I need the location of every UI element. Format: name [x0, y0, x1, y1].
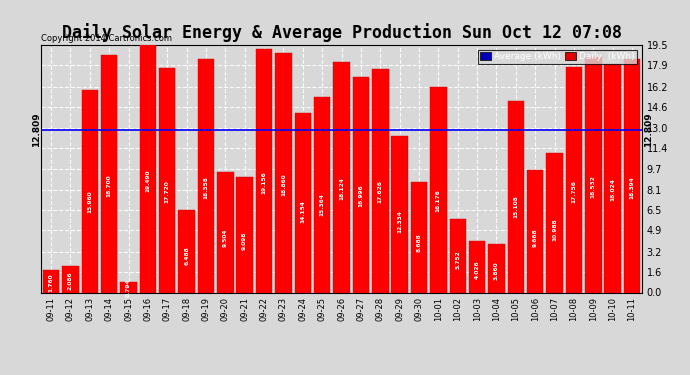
Bar: [391, 136, 408, 292]
Text: 12.809: 12.809: [644, 112, 653, 147]
Text: 18.024: 18.024: [610, 178, 615, 201]
Bar: [624, 59, 640, 292]
Text: 18.358: 18.358: [204, 176, 208, 199]
Text: 18.700: 18.700: [107, 174, 112, 197]
Text: 17.720: 17.720: [165, 180, 170, 203]
Bar: [237, 177, 253, 292]
Text: 4.026: 4.026: [475, 260, 480, 279]
Bar: [604, 64, 621, 292]
Text: 9.668: 9.668: [533, 228, 538, 247]
Bar: [411, 182, 427, 292]
Text: 17.626: 17.626: [378, 180, 383, 203]
Bar: [295, 113, 311, 292]
Bar: [101, 55, 117, 292]
Text: 18.394: 18.394: [629, 176, 635, 199]
Bar: [449, 219, 466, 292]
Bar: [430, 87, 446, 292]
Text: 18.532: 18.532: [591, 175, 595, 198]
Bar: [314, 98, 331, 292]
Bar: [159, 68, 175, 292]
Bar: [333, 63, 350, 292]
Text: 16.176: 16.176: [436, 189, 441, 211]
Text: 6.488: 6.488: [184, 246, 189, 265]
Text: 15.960: 15.960: [88, 190, 92, 213]
Text: Copyright 2014 Cartronics.com: Copyright 2014 Cartronics.com: [41, 33, 172, 42]
Text: 5.752: 5.752: [455, 250, 460, 269]
Bar: [120, 282, 137, 292]
Bar: [585, 57, 602, 292]
Text: 14.154: 14.154: [300, 200, 305, 223]
Text: 9.504: 9.504: [223, 229, 228, 248]
Bar: [198, 60, 214, 292]
Text: 17.756: 17.756: [571, 180, 576, 203]
Text: 12.809: 12.809: [32, 112, 41, 147]
Bar: [566, 67, 582, 292]
Bar: [353, 77, 369, 292]
Text: 18.124: 18.124: [339, 177, 344, 200]
Bar: [546, 153, 563, 292]
Bar: [81, 90, 98, 292]
Text: 19.490: 19.490: [146, 170, 150, 192]
Text: 16.996: 16.996: [358, 184, 364, 207]
Text: 19.156: 19.156: [262, 172, 266, 195]
Text: 15.108: 15.108: [513, 195, 518, 217]
Text: 9.098: 9.098: [242, 231, 247, 250]
Text: 0.794: 0.794: [126, 279, 131, 297]
Bar: [527, 170, 544, 292]
Text: 12.334: 12.334: [397, 211, 402, 234]
Bar: [489, 243, 504, 292]
Bar: [62, 266, 79, 292]
Bar: [139, 45, 156, 292]
Text: 1.760: 1.760: [48, 273, 54, 292]
Legend: Average (kWh), Daily  (kWh): Average (kWh), Daily (kWh): [477, 50, 637, 64]
Text: 10.988: 10.988: [552, 218, 557, 241]
Bar: [508, 101, 524, 292]
Bar: [256, 50, 273, 292]
Text: 2.086: 2.086: [68, 271, 73, 290]
Bar: [43, 270, 59, 292]
Text: 3.860: 3.860: [494, 261, 499, 280]
Bar: [469, 242, 485, 292]
Bar: [217, 172, 234, 292]
Bar: [372, 69, 388, 292]
Title: Daily Solar Energy & Average Production Sun Oct 12 07:08: Daily Solar Energy & Average Production …: [61, 23, 622, 42]
Bar: [179, 210, 195, 292]
Bar: [275, 53, 292, 292]
Text: 18.860: 18.860: [281, 173, 286, 196]
Text: 8.688: 8.688: [417, 234, 422, 252]
Text: 15.364: 15.364: [319, 193, 325, 216]
